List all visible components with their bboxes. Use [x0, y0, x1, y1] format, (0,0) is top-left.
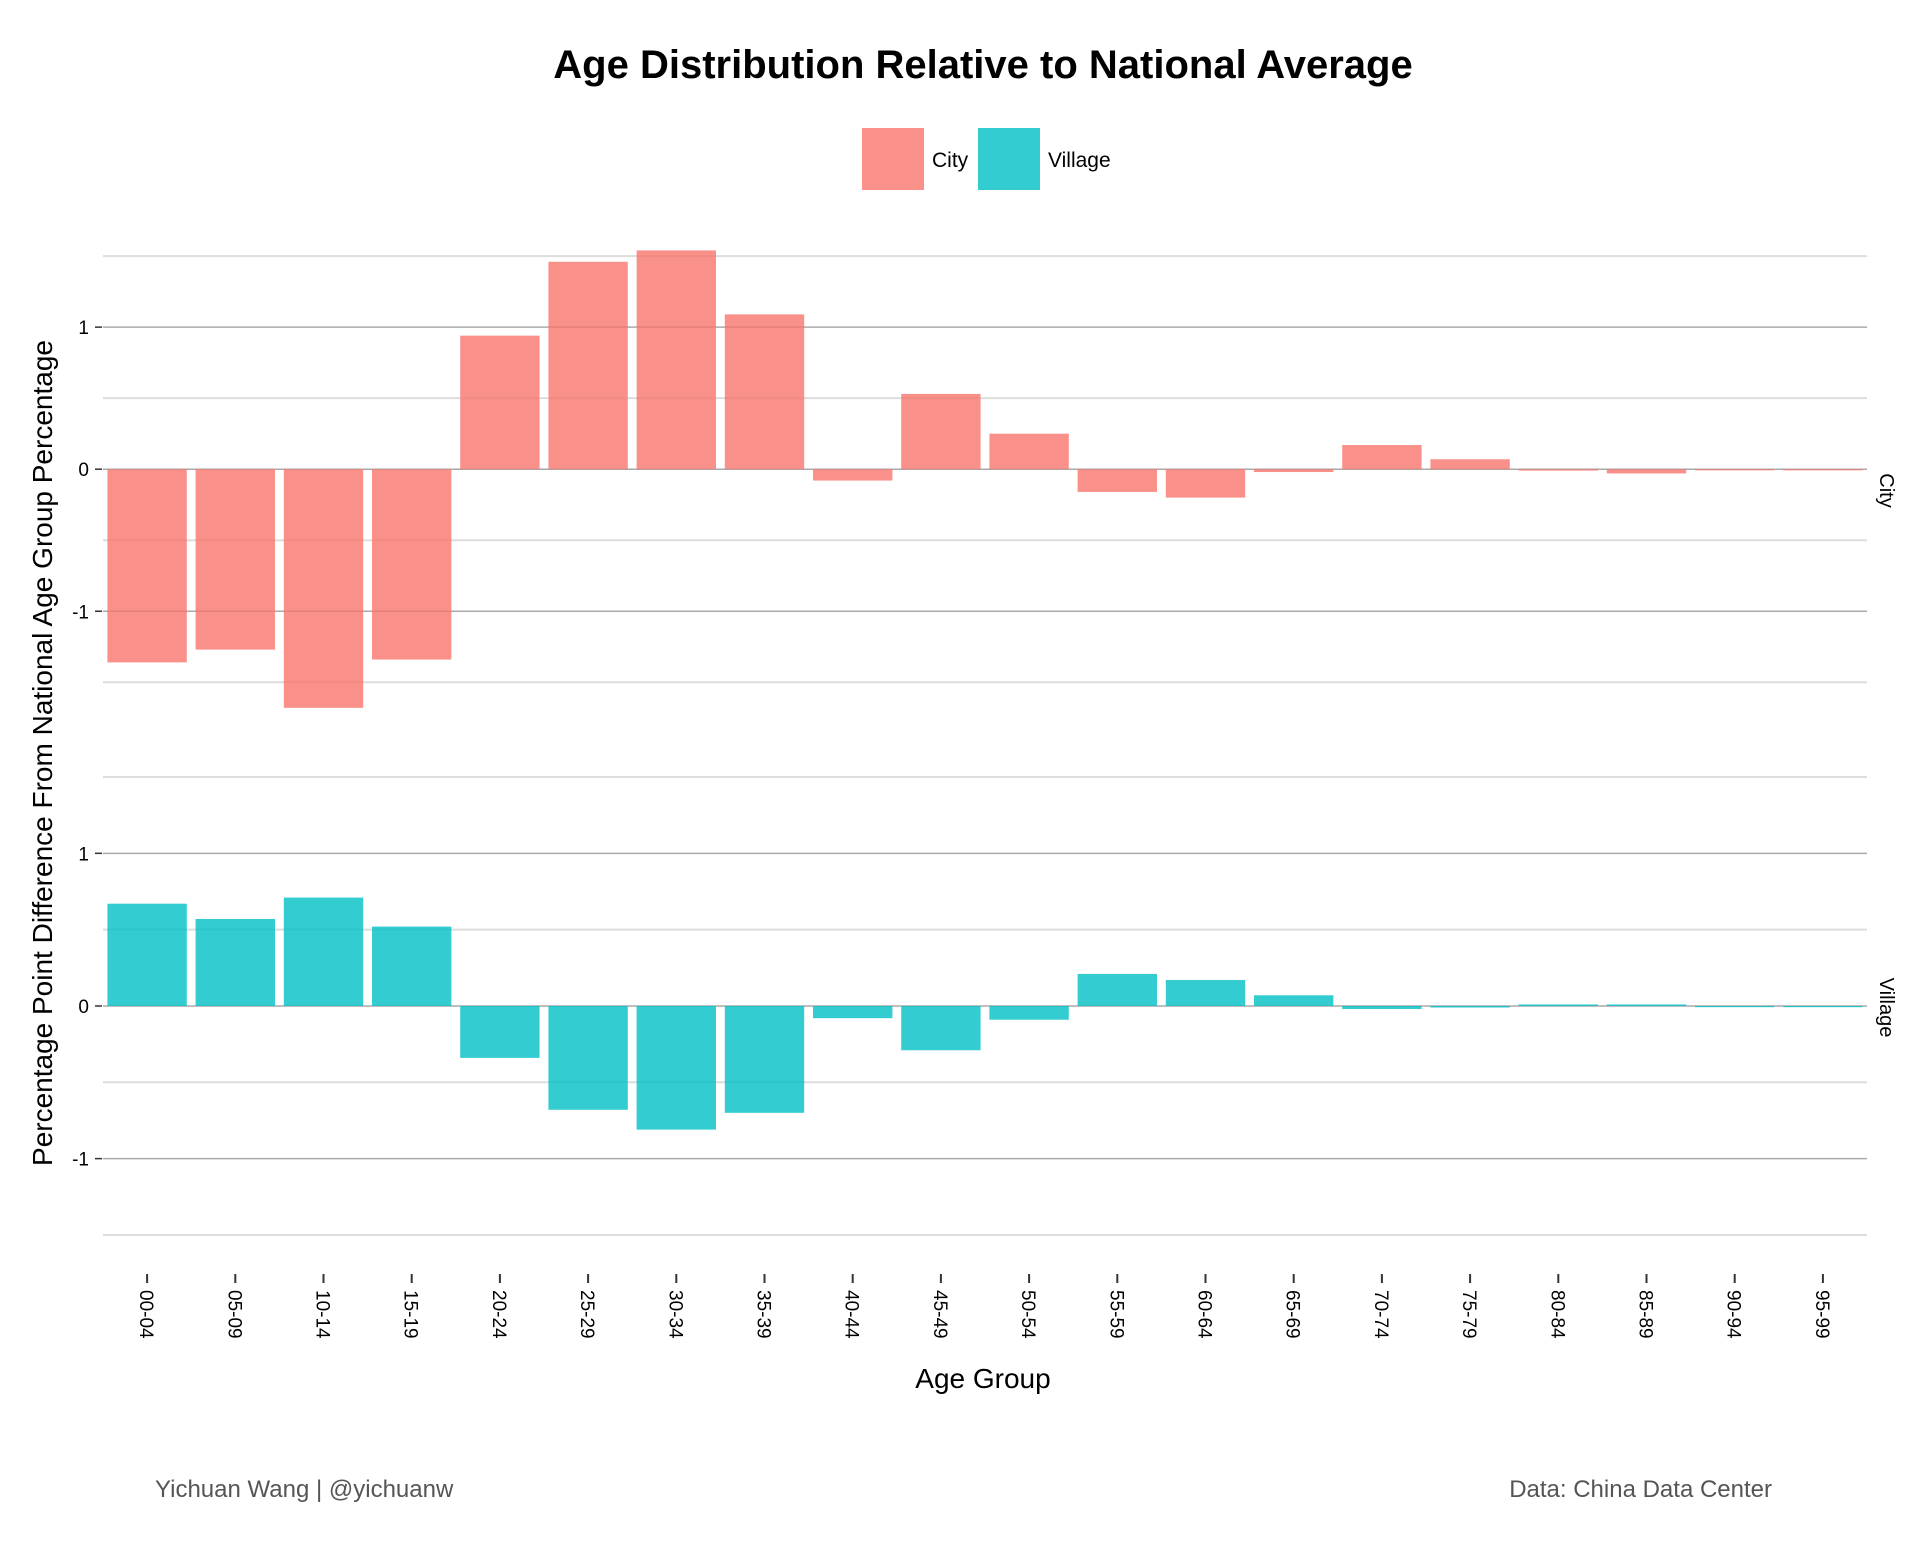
- y-tick-label: 1: [78, 318, 89, 339]
- bar-city-85-89: [1606, 469, 1687, 474]
- bar-village-70-74: [1342, 1005, 1422, 1010]
- chart-title: Age Distribution Relative to National Av…: [553, 43, 1412, 87]
- bar-village-40-44: [813, 1005, 893, 1019]
- bar-city-05-09: [195, 469, 275, 650]
- credit-author: Yichuan Wang | @yichuanw: [155, 1476, 454, 1503]
- bar-city-65-69: [1254, 469, 1334, 473]
- bar-city-95-99: [1783, 469, 1863, 471]
- bar-village-25-29: [548, 1005, 628, 1110]
- bar-village-20-24: [460, 1005, 540, 1058]
- y-axis-label: Percentage Point Difference From Nationa…: [27, 340, 58, 1166]
- x-tick-label: 10-14: [312, 1290, 333, 1339]
- bar-city-90-94: [1695, 469, 1775, 471]
- bar-city-35-39: [724, 314, 805, 470]
- bar-village-95-99: [1783, 1005, 1863, 1008]
- bar-village-05-09: [195, 918, 275, 1006]
- x-tick-label: 40-44: [841, 1290, 862, 1339]
- bar-city-30-34: [636, 250, 716, 470]
- x-tick-label: 25-29: [576, 1290, 597, 1339]
- bar-village-60-64: [1165, 980, 1246, 1006]
- x-tick-label: 15-19: [400, 1290, 421, 1339]
- bar-village-30-34: [636, 1005, 716, 1130]
- strip-label-city: City: [1875, 473, 1897, 507]
- legend: City Village: [862, 128, 1111, 190]
- x-tick-label: 90-94: [1723, 1290, 1744, 1339]
- y-tick-label: -1: [72, 602, 89, 623]
- x-tick-label: 45-49: [929, 1290, 950, 1339]
- x-tick-label: 80-84: [1546, 1290, 1567, 1339]
- bar-city-60-64: [1165, 469, 1246, 498]
- x-tick-label: 75-79: [1458, 1290, 1479, 1339]
- bar-city-80-84: [1518, 469, 1598, 471]
- y-tick-label: 1: [78, 844, 89, 865]
- x-tick-label: 20-24: [488, 1290, 509, 1339]
- bar-city-25-29: [548, 261, 628, 470]
- y-tick-label: -1: [72, 1150, 89, 1171]
- legend-label-village: Village: [1048, 149, 1111, 172]
- bar-city-15-19: [372, 469, 452, 660]
- x-tick-label: 70-74: [1370, 1290, 1391, 1339]
- bar-village-45-49: [901, 1005, 981, 1051]
- bar-village-35-39: [724, 1005, 805, 1113]
- y-tick-label: 0: [78, 460, 89, 481]
- bar-village-00-04: [107, 903, 187, 1006]
- bar-village-75-79: [1430, 1005, 1510, 1008]
- x-tick-label: 50-54: [1017, 1290, 1038, 1339]
- bar-city-00-04: [107, 469, 187, 663]
- bar-city-20-24: [460, 335, 540, 470]
- legend-swatch-city: [862, 128, 924, 190]
- y-tick-label: 0: [78, 997, 89, 1018]
- x-tick-label: 65-69: [1282, 1290, 1303, 1339]
- bar-village-55-59: [1077, 973, 1157, 1006]
- x-tick-label: 30-34: [664, 1290, 685, 1339]
- bar-city-70-74: [1342, 445, 1422, 470]
- panel-village: -1 0 1 Village: [72, 776, 1897, 1236]
- bar-village-65-69: [1254, 995, 1334, 1006]
- x-tick-label: 05-09: [223, 1290, 244, 1339]
- x-tick-label: 55-59: [1105, 1290, 1126, 1339]
- bar-city-10-14: [283, 469, 364, 708]
- panels: -1 0 1 City -1 0 1 Village: [72, 250, 1897, 1236]
- bar-village-15-19: [372, 926, 452, 1006]
- bar-city-40-44: [813, 469, 893, 481]
- bar-village-90-94: [1695, 1005, 1775, 1008]
- x-tick-label: 60-64: [1194, 1290, 1215, 1339]
- panel-city: -1 0 1 City: [72, 250, 1897, 708]
- x-tick-label: 35-39: [753, 1290, 774, 1339]
- bar-city-55-59: [1077, 469, 1157, 492]
- strip-label-village: Village: [1875, 978, 1897, 1038]
- legend-label-city: City: [932, 149, 969, 172]
- x-tick-label: 85-89: [1635, 1290, 1656, 1339]
- x-tick-label: 95-99: [1811, 1290, 1832, 1339]
- bar-city-75-79: [1430, 459, 1510, 470]
- bar-city-50-54: [989, 433, 1069, 470]
- x-axis: 00-04 05-09 10-14 15-19 20-24 25-29 30-34 35-39…: [135, 1274, 1832, 1339]
- legend-swatch-village: [978, 128, 1040, 190]
- x-tick-label: 00-04: [135, 1290, 156, 1339]
- x-axis-label: Age Group: [915, 1363, 1050, 1394]
- bar-village-80-84: [1518, 1004, 1598, 1006]
- bar-village-85-89: [1606, 1004, 1687, 1006]
- bar-city-45-49: [901, 393, 981, 470]
- bar-village-10-14: [283, 897, 364, 1006]
- credit-source: Data: China Data Center: [1509, 1476, 1772, 1503]
- bar-village-50-54: [989, 1005, 1069, 1020]
